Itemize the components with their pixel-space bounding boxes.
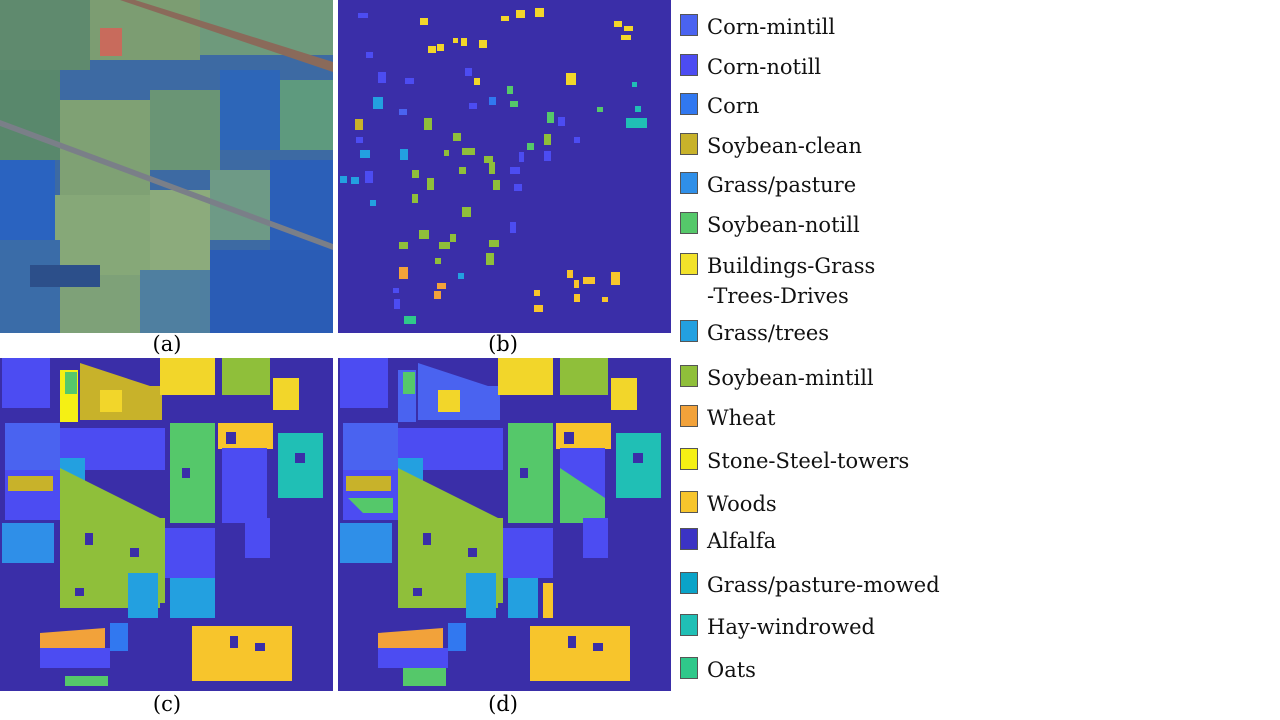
legend-item: Wheat — [680, 403, 776, 433]
caption-d: (d) — [488, 692, 518, 716]
legend-item: Oats — [680, 655, 756, 685]
legend-swatch — [680, 528, 698, 550]
legend-label: Hay-windrowed — [707, 615, 875, 639]
legend-swatch — [680, 491, 698, 513]
legend-swatch — [680, 133, 698, 155]
legend-item: Soybean-clean — [680, 131, 862, 161]
legend-swatch — [680, 93, 698, 115]
ground-truth-map — [338, 0, 671, 333]
legend-swatch — [680, 14, 698, 36]
legend-label: Oats — [707, 658, 756, 682]
legend-item: Woods — [680, 489, 777, 519]
legend-swatch — [680, 320, 698, 342]
legend-swatch — [680, 253, 698, 275]
legend-item: Grass/trees — [680, 318, 829, 348]
legend-label: Corn-mintill — [707, 15, 836, 39]
legend-label: Grass/pasture — [707, 173, 857, 197]
legend-label: Alfalfa — [707, 529, 777, 553]
legend-item: Grass/pasture — [680, 170, 856, 200]
legend-label: Wheat — [707, 406, 776, 430]
legend-swatch — [680, 405, 698, 427]
caption-a: (a) — [152, 332, 182, 356]
legend-swatch — [680, 572, 698, 594]
legend-item: Soybean-mintill — [680, 363, 874, 393]
legend-label: Grass/pasture-mowed — [707, 573, 940, 597]
legend-item: Corn — [680, 91, 759, 121]
legend-item: Buildings-Grass -Trees-Drives — [680, 251, 875, 311]
class-legend: Corn-mintill Corn-notill Corn Soybean-cl… — [680, 10, 970, 710]
legend-label: Grass/trees — [707, 321, 830, 345]
classification-map-d — [338, 358, 671, 691]
legend-item: Grass/pasture-mowed — [680, 570, 940, 600]
legend-item: Alfalfa — [680, 526, 776, 556]
legend-swatch — [680, 54, 698, 76]
false-color-image — [0, 0, 333, 333]
legend-label: Soybean-clean — [707, 134, 862, 158]
legend-label: Corn — [707, 94, 760, 118]
classification-map-c — [0, 358, 333, 691]
legend-swatch — [680, 212, 698, 234]
legend-swatch — [680, 657, 698, 679]
legend-item: Hay-windrowed — [680, 612, 875, 642]
legend-label: Soybean-notill — [707, 213, 860, 237]
legend-item: Corn-notill — [680, 52, 821, 82]
legend-item: Corn-mintill — [680, 12, 835, 42]
legend-swatch — [680, 172, 698, 194]
legend-label: Corn-notill — [707, 55, 822, 79]
legend-swatch — [680, 365, 698, 387]
legend-swatch — [680, 448, 698, 470]
legend-item: Soybean-notill — [680, 210, 860, 240]
legend-swatch — [680, 614, 698, 636]
legend-label: Buildings-Grass -Trees-Drives — [707, 254, 876, 308]
legend-label: Soybean-mintill — [707, 366, 874, 390]
caption-b: (b) — [488, 332, 518, 356]
legend-label: Stone-Steel-towers — [707, 449, 910, 473]
legend-item: Stone-Steel-towers — [680, 446, 909, 476]
legend-label: Woods — [707, 492, 777, 516]
caption-c: (c) — [152, 692, 182, 716]
